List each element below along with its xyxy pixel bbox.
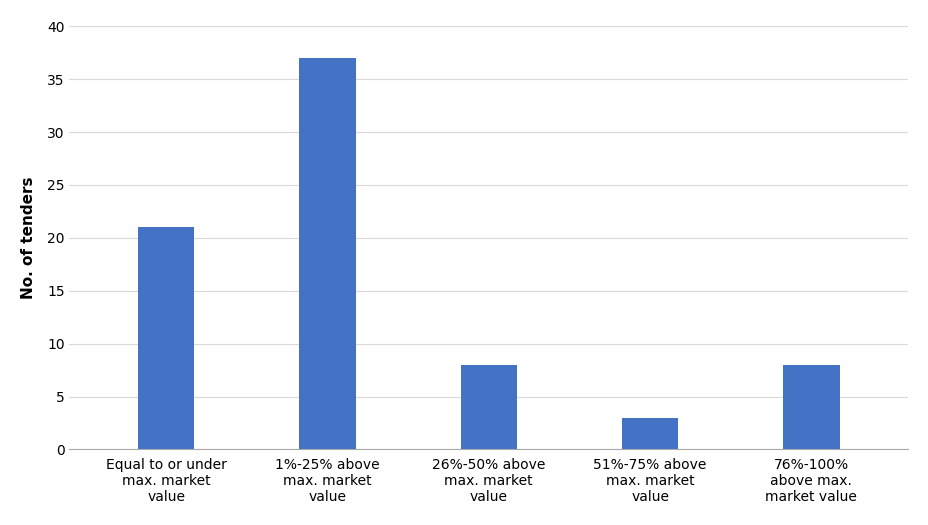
Bar: [138, 227, 194, 449]
Y-axis label: No. of tenders: No. of tenders: [20, 176, 36, 299]
Bar: [299, 58, 355, 449]
Bar: [460, 365, 517, 449]
Bar: [782, 365, 839, 449]
Bar: [621, 418, 677, 449]
